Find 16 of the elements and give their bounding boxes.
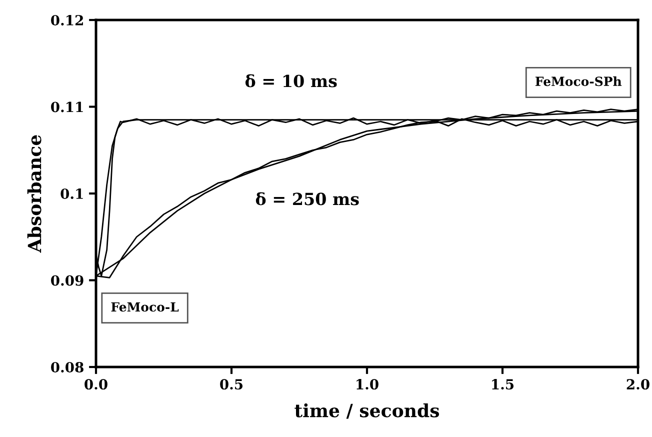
- x-tick-label: 1.5: [492, 379, 514, 390]
- y-tick-label: 0.1: [60, 188, 83, 199]
- x-tick-label: 0.0: [84, 379, 108, 390]
- x-tick-label: 2.0: [626, 379, 650, 390]
- annotation: δ = 250 ms: [256, 192, 359, 206]
- y-axis-title: Absorbance: [27, 135, 42, 253]
- x-tick-label: 1.0: [356, 379, 378, 390]
- annotation: FeMoco-SPh: [535, 76, 622, 86]
- x-axis-title: time / seconds: [294, 403, 440, 419]
- x-tick-label: 0.5: [220, 379, 243, 390]
- annotation: δ = 10 ms: [245, 74, 337, 88]
- y-tick-label: 0.09: [51, 275, 84, 286]
- y-tick-label: 0.11: [51, 102, 83, 112]
- y-tick-label: 0.08: [51, 362, 84, 372]
- annotation: FeMoco-L: [111, 302, 179, 312]
- y-tick-label: 0.12: [51, 14, 83, 26]
